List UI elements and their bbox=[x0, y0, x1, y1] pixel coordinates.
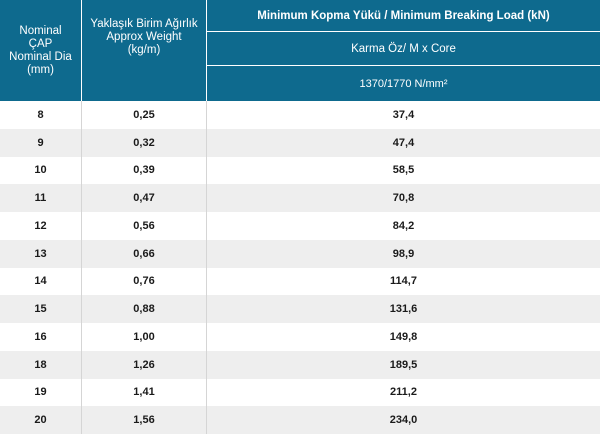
cell-approx-weight: 0,47 bbox=[133, 192, 155, 205]
header-tensile-grade: 1370/1770 N/mm² bbox=[359, 77, 448, 90]
table-row: 11 0,47 70,8 bbox=[0, 184, 600, 212]
cell-nominal-dia: 14 bbox=[34, 275, 47, 288]
cell-approx-weight: 0,39 bbox=[133, 164, 155, 177]
cell-nominal-dia: 13 bbox=[34, 247, 47, 260]
header-breaking-load-title: Minimum Kopma Yükü / Minimum Breaking Lo… bbox=[257, 9, 550, 22]
cell-breaking-load: 98,9 bbox=[392, 247, 415, 260]
table-row: 9 0,32 47,4 bbox=[0, 128, 600, 157]
header-divider bbox=[81, 0, 82, 101]
cell-approx-weight: 1,56 bbox=[133, 414, 155, 427]
cell-breaking-load: 70,8 bbox=[392, 192, 415, 205]
cell-approx-weight: 1,26 bbox=[133, 358, 155, 371]
table-row: 8 0,25 37,4 bbox=[0, 101, 600, 129]
table-row: 16 1,00 149,8 bbox=[0, 323, 600, 351]
cell-breaking-load: 131,6 bbox=[389, 303, 418, 316]
cell-nominal-dia: 16 bbox=[34, 330, 47, 343]
table-row: 12 0,56 84,2 bbox=[0, 212, 600, 240]
table-row: 19 1,41 211,2 bbox=[0, 379, 600, 407]
cell-approx-weight: 1,41 bbox=[133, 386, 155, 399]
cell-nominal-dia: 11 bbox=[34, 192, 47, 205]
cell-nominal-dia: 18 bbox=[34, 358, 47, 371]
header-divider bbox=[206, 0, 207, 101]
cell-nominal-dia: 8 bbox=[37, 108, 44, 121]
cell-nominal-dia: 15 bbox=[34, 303, 47, 316]
table-row: 18 1,26 189,5 bbox=[0, 350, 600, 379]
column-divider bbox=[81, 101, 82, 434]
table-row: 15 0,88 131,6 bbox=[0, 295, 600, 323]
cell-breaking-load: 84,2 bbox=[392, 219, 415, 232]
cell-approx-weight: 0,25 bbox=[133, 108, 155, 121]
cell-approx-weight: 0,76 bbox=[133, 275, 155, 288]
cell-approx-weight: 0,88 bbox=[133, 303, 155, 316]
header-divider bbox=[207, 65, 600, 66]
cell-nominal-dia: 9 bbox=[37, 136, 44, 149]
table-row: 13 0,66 98,9 bbox=[0, 239, 600, 268]
header-approx-weight: Yaklaşık Birim Ağırlık Approx Weight (kg… bbox=[90, 18, 198, 56]
cell-breaking-load: 189,5 bbox=[389, 358, 418, 371]
header-nominal-dia: Nominal ÇAP Nominal Dia (mm) bbox=[9, 24, 72, 76]
cell-breaking-load: 211,2 bbox=[390, 386, 417, 399]
cell-breaking-load: 114,7 bbox=[390, 275, 417, 288]
cell-breaking-load: 37,4 bbox=[392, 108, 415, 121]
cell-breaking-load: 234,0 bbox=[389, 414, 418, 427]
cell-breaking-load: 47,4 bbox=[392, 136, 415, 149]
column-divider bbox=[206, 101, 207, 434]
cell-nominal-dia: 10 bbox=[34, 164, 47, 177]
cell-breaking-load: 149,8 bbox=[389, 330, 418, 343]
cell-nominal-dia: 12 bbox=[34, 219, 47, 232]
table-row: 10 0,39 58,5 bbox=[0, 157, 600, 185]
cell-approx-weight: 0,32 bbox=[133, 136, 155, 149]
cell-nominal-dia: 19 bbox=[34, 386, 47, 399]
cell-breaking-load: 58,5 bbox=[392, 164, 415, 177]
header-core-type: Karma Öz/ M x Core bbox=[351, 42, 456, 55]
cell-approx-weight: 0,66 bbox=[133, 247, 155, 260]
cell-nominal-dia: 20 bbox=[34, 414, 47, 427]
cell-approx-weight: 0,56 bbox=[133, 219, 155, 232]
table-header: Nominal ÇAP Nominal Dia (mm) Yaklaşık Bi… bbox=[0, 0, 600, 101]
table-row: 20 1,56 234,0 bbox=[0, 406, 600, 434]
cell-approx-weight: 1,00 bbox=[133, 330, 155, 343]
header-divider bbox=[207, 31, 600, 32]
table-row: 14 0,76 114,7 bbox=[0, 268, 600, 296]
